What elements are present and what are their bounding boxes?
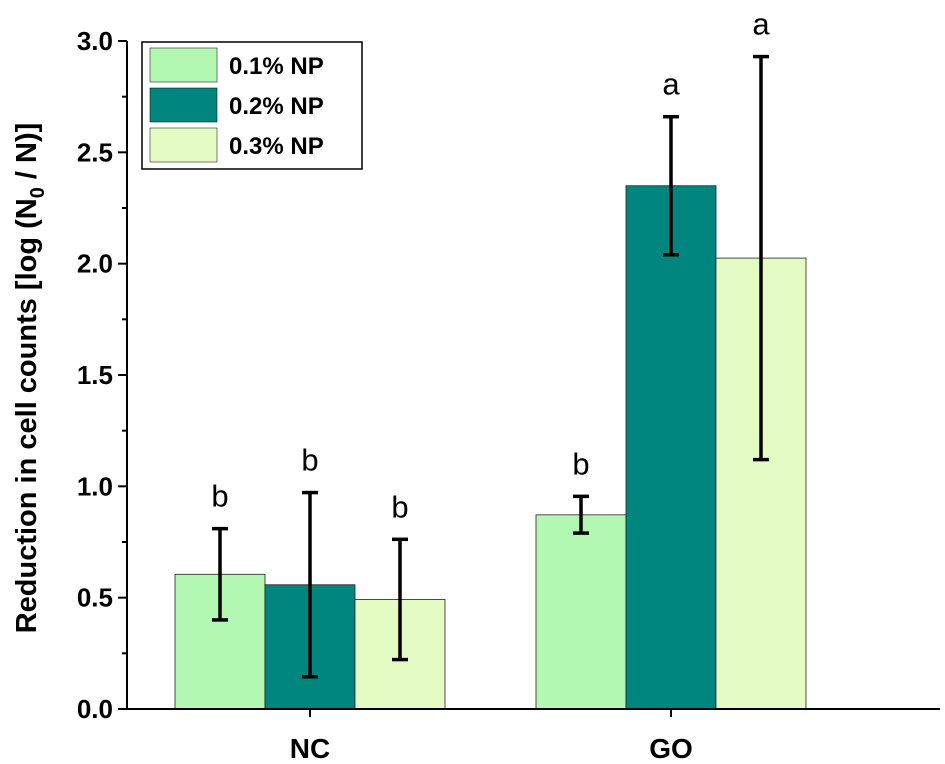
- legend-label-1: 0.2% NP: [229, 93, 324, 120]
- legend-label-0: 0.1% NP: [229, 53, 324, 80]
- legend-swatch-2: [149, 127, 218, 163]
- y-tick-label: 0.5: [77, 583, 113, 613]
- y-tick-label: 1.0: [77, 471, 113, 501]
- significance-label-GO-0: b: [572, 446, 589, 481]
- error-bars-layer: [212, 54, 769, 679]
- significance-labels-layer: b b b b a a: [211, 7, 770, 525]
- y-tick-label: 3.0: [77, 26, 113, 56]
- y-axis-title: Reduction in cell counts [log (N0 / N)]: [11, 123, 49, 634]
- error-bar-GO-0: [573, 494, 589, 535]
- significance-label-NC-2: b: [391, 489, 408, 524]
- legend: 0.1% NP 0.2% NP 0.3% NP: [141, 41, 363, 170]
- bar-GO-1: [625, 185, 717, 710]
- y-axis-title-main: Reduction in cell counts [log (N: [11, 198, 43, 633]
- error-bar-GO-1: [663, 114, 679, 257]
- bar-GO-0: [535, 514, 627, 710]
- significance-label-NC-0: b: [211, 479, 228, 514]
- x-tick-label-NC: NC: [290, 733, 330, 764]
- error-bar-GO-2: [753, 54, 769, 462]
- legend-label-2: 0.3% NP: [229, 133, 324, 160]
- error-bar-NC-1: [302, 490, 318, 679]
- legend-swatch-1: [149, 87, 218, 123]
- bars-layer: [174, 185, 807, 710]
- y-tick-label: 2.0: [77, 249, 113, 279]
- legend-swatch-0: [149, 47, 218, 83]
- y-tick-label: 1.5: [77, 360, 113, 390]
- y-axis-title-tail: / N)]: [11, 123, 43, 187]
- y-axis-title-subscript: 0: [27, 187, 49, 198]
- x-tick-label-GO: GO: [649, 733, 693, 764]
- significance-label-GO-2: a: [752, 7, 770, 42]
- axes-layer: NC GO 0.0 0.5 1.0 1.5 2.0 2.5 3.0: [77, 26, 940, 764]
- y-tick-label: 2.5: [77, 137, 113, 167]
- significance-label-NC-1: b: [301, 443, 318, 478]
- y-tick-label: 0.0: [77, 694, 113, 724]
- significance-label-GO-1: a: [662, 67, 680, 102]
- error-bar-NC-0: [212, 526, 228, 622]
- error-bar-NC-2: [392, 537, 408, 662]
